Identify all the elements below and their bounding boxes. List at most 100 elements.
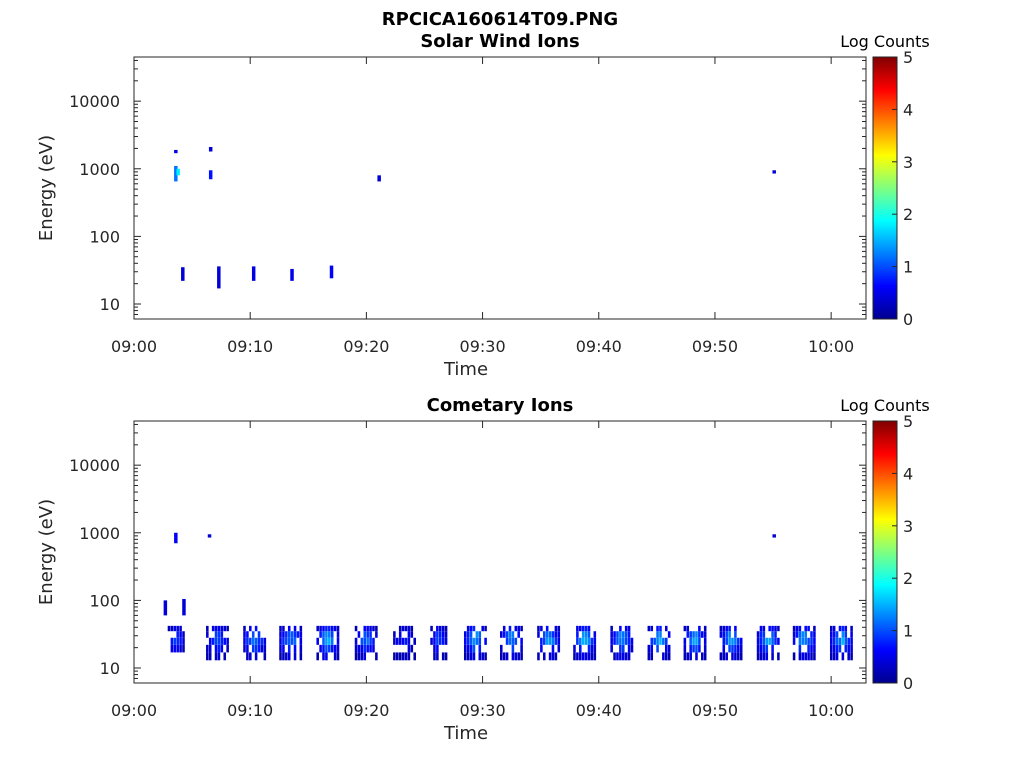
p1-burst-9-2-0 [506, 652, 509, 660]
p1-burst-3-2-0 [285, 652, 288, 660]
p1-burst-15-2-0 [725, 652, 728, 660]
p1-burst-3-7-3 [300, 631, 303, 638]
p1-burst-7-5-2 [445, 638, 448, 645]
p1-burst-3-7-0 [300, 652, 303, 660]
p1-burst-4-3-0 [325, 652, 328, 660]
p1-burst-7-0-2 [430, 638, 433, 645]
p1-burst-9-4-3 [512, 631, 515, 638]
p1-burst-12-5-2 [625, 638, 628, 645]
p1-burst-18-7-0 [850, 652, 853, 660]
p1-burst-3-4-3 [291, 631, 294, 638]
p1-burst-2-0-4 [243, 626, 246, 631]
p0-colorbar-tick-label-5: 5 [903, 48, 913, 67]
p1-burst-6-2-2 [399, 638, 402, 645]
p1-burst-18-4-3 [842, 631, 845, 638]
p1-burst-17-0-2 [793, 638, 796, 645]
p1-burst-18-6-2 [847, 638, 850, 645]
p1-burst-8-1-3 [467, 631, 470, 638]
p1-burst-12-3-2 [619, 638, 622, 645]
p1-burst-9-5-2 [515, 638, 518, 645]
p1-burst-15-1-2 [723, 638, 726, 645]
p1-burst-6-0-3 [393, 631, 396, 638]
p1-burst-4-3-4 [325, 626, 328, 631]
p1-burst-11-2-4 [579, 626, 582, 631]
p1-burst-15-7-1 [740, 645, 743, 653]
p1-burst-16-7-2 [777, 638, 780, 645]
p1-burst-18-1-1 [833, 645, 836, 653]
p1-burst-4-7-3 [337, 631, 340, 638]
p1-burst-18-7-2 [850, 638, 853, 645]
p1-burst-15-4-2 [731, 638, 734, 645]
p0-panel-title: Solar Wind Ions [420, 31, 579, 52]
p1-burst-15-3-3 [728, 631, 731, 638]
p1-burst-14-0-2 [684, 638, 687, 645]
p1-burst-7-3-4 [439, 626, 442, 631]
p1-burst-6-5-3 [408, 631, 411, 638]
p1-burst-17-2-2 [799, 638, 802, 645]
p1-burst-12-4-1 [622, 645, 625, 653]
p1-burst-5-7-0 [375, 652, 378, 660]
p0-data-cell-3 [209, 147, 212, 152]
p0-x-tick-label-5: 09:50 [692, 337, 738, 356]
p1-burst-11-7-3 [594, 631, 597, 638]
p1-burst-13-7-1 [668, 645, 671, 653]
p1-burst-8-3-4 [473, 626, 476, 631]
p1-burst-2-3-3 [252, 631, 255, 638]
p1-burst-5-0-0 [355, 652, 358, 660]
p1-burst-16-6-4 [774, 626, 777, 631]
p1-burst-16-3-1 [765, 645, 768, 653]
p1-burst-11-6-1 [591, 645, 594, 653]
p1-burst-11-1-3 [576, 631, 579, 638]
p1-burst-3-6-3 [297, 631, 300, 638]
p1-burst-15-2-2 [725, 638, 728, 645]
p1-burst-17-4-0 [804, 652, 807, 660]
p1-burst-10-6-0 [555, 652, 558, 660]
p0-data-cell-4 [209, 170, 212, 179]
p1-burst-12-1-3 [613, 631, 616, 638]
p1-burst-0-3-4 [176, 626, 179, 631]
p1-burst-17-2-4 [799, 626, 802, 631]
p1-burst-4-4-4 [328, 626, 331, 631]
p1-burst-15-3-4 [728, 626, 731, 631]
p1-burst-5-4-4 [366, 626, 369, 631]
p1-burst-5-1-3 [358, 631, 361, 638]
p1-burst-14-2-1 [689, 645, 692, 653]
p1-burst-3-4-2 [291, 638, 294, 645]
p1-burst-15-3-1 [728, 645, 731, 653]
p0-x-tick-label-1: 09:10 [227, 337, 273, 356]
p1-burst-6-0-2 [393, 638, 396, 645]
p1-burst-9-6-0 [517, 652, 520, 660]
p1-burst-3-0-0 [279, 652, 282, 660]
p1-burst-14-4-2 [695, 638, 698, 645]
p1-data-cell-1 [174, 533, 177, 543]
p1-burst-14-2-3 [689, 631, 692, 638]
p1-burst-8-1-2 [467, 638, 470, 645]
p1-burst-8-4-2 [476, 638, 479, 645]
p1-burst-1-6-0 [223, 652, 226, 660]
p1-burst-17-5-4 [807, 626, 810, 631]
p1-burst-2-1-0 [246, 652, 249, 660]
p1-burst-14-4-1 [695, 645, 698, 653]
p1-burst-12-6-0 [628, 652, 631, 660]
p1-burst-10-5-1 [552, 645, 555, 653]
p1-burst-12-4-3 [622, 631, 625, 638]
p1-burst-11-3-4 [582, 626, 585, 631]
p1-burst-2-4-1 [255, 645, 258, 653]
p1-burst-17-2-0 [799, 652, 802, 660]
p1-burst-3-3-0 [288, 652, 291, 660]
p1-burst-1-2-4 [212, 626, 215, 631]
p1-burst-2-1-1 [246, 645, 249, 653]
p1-burst-9-2-2 [506, 638, 509, 645]
p1-burst-5-1-0 [358, 652, 361, 660]
p1-burst-11-3-3 [582, 631, 585, 638]
p1-burst-18-1-4 [833, 626, 836, 631]
p1-burst-6-5-1 [408, 645, 411, 653]
p1-burst-18-3-1 [839, 645, 842, 653]
p1-burst-1-2-2 [212, 638, 215, 645]
p1-burst-11-5-1 [588, 645, 591, 653]
p1-burst-0-1-2 [171, 638, 174, 645]
p1-burst-14-4-0 [695, 652, 698, 660]
p1-burst-6-3-4 [402, 626, 405, 631]
p1-burst-1-3-1 [215, 645, 218, 653]
